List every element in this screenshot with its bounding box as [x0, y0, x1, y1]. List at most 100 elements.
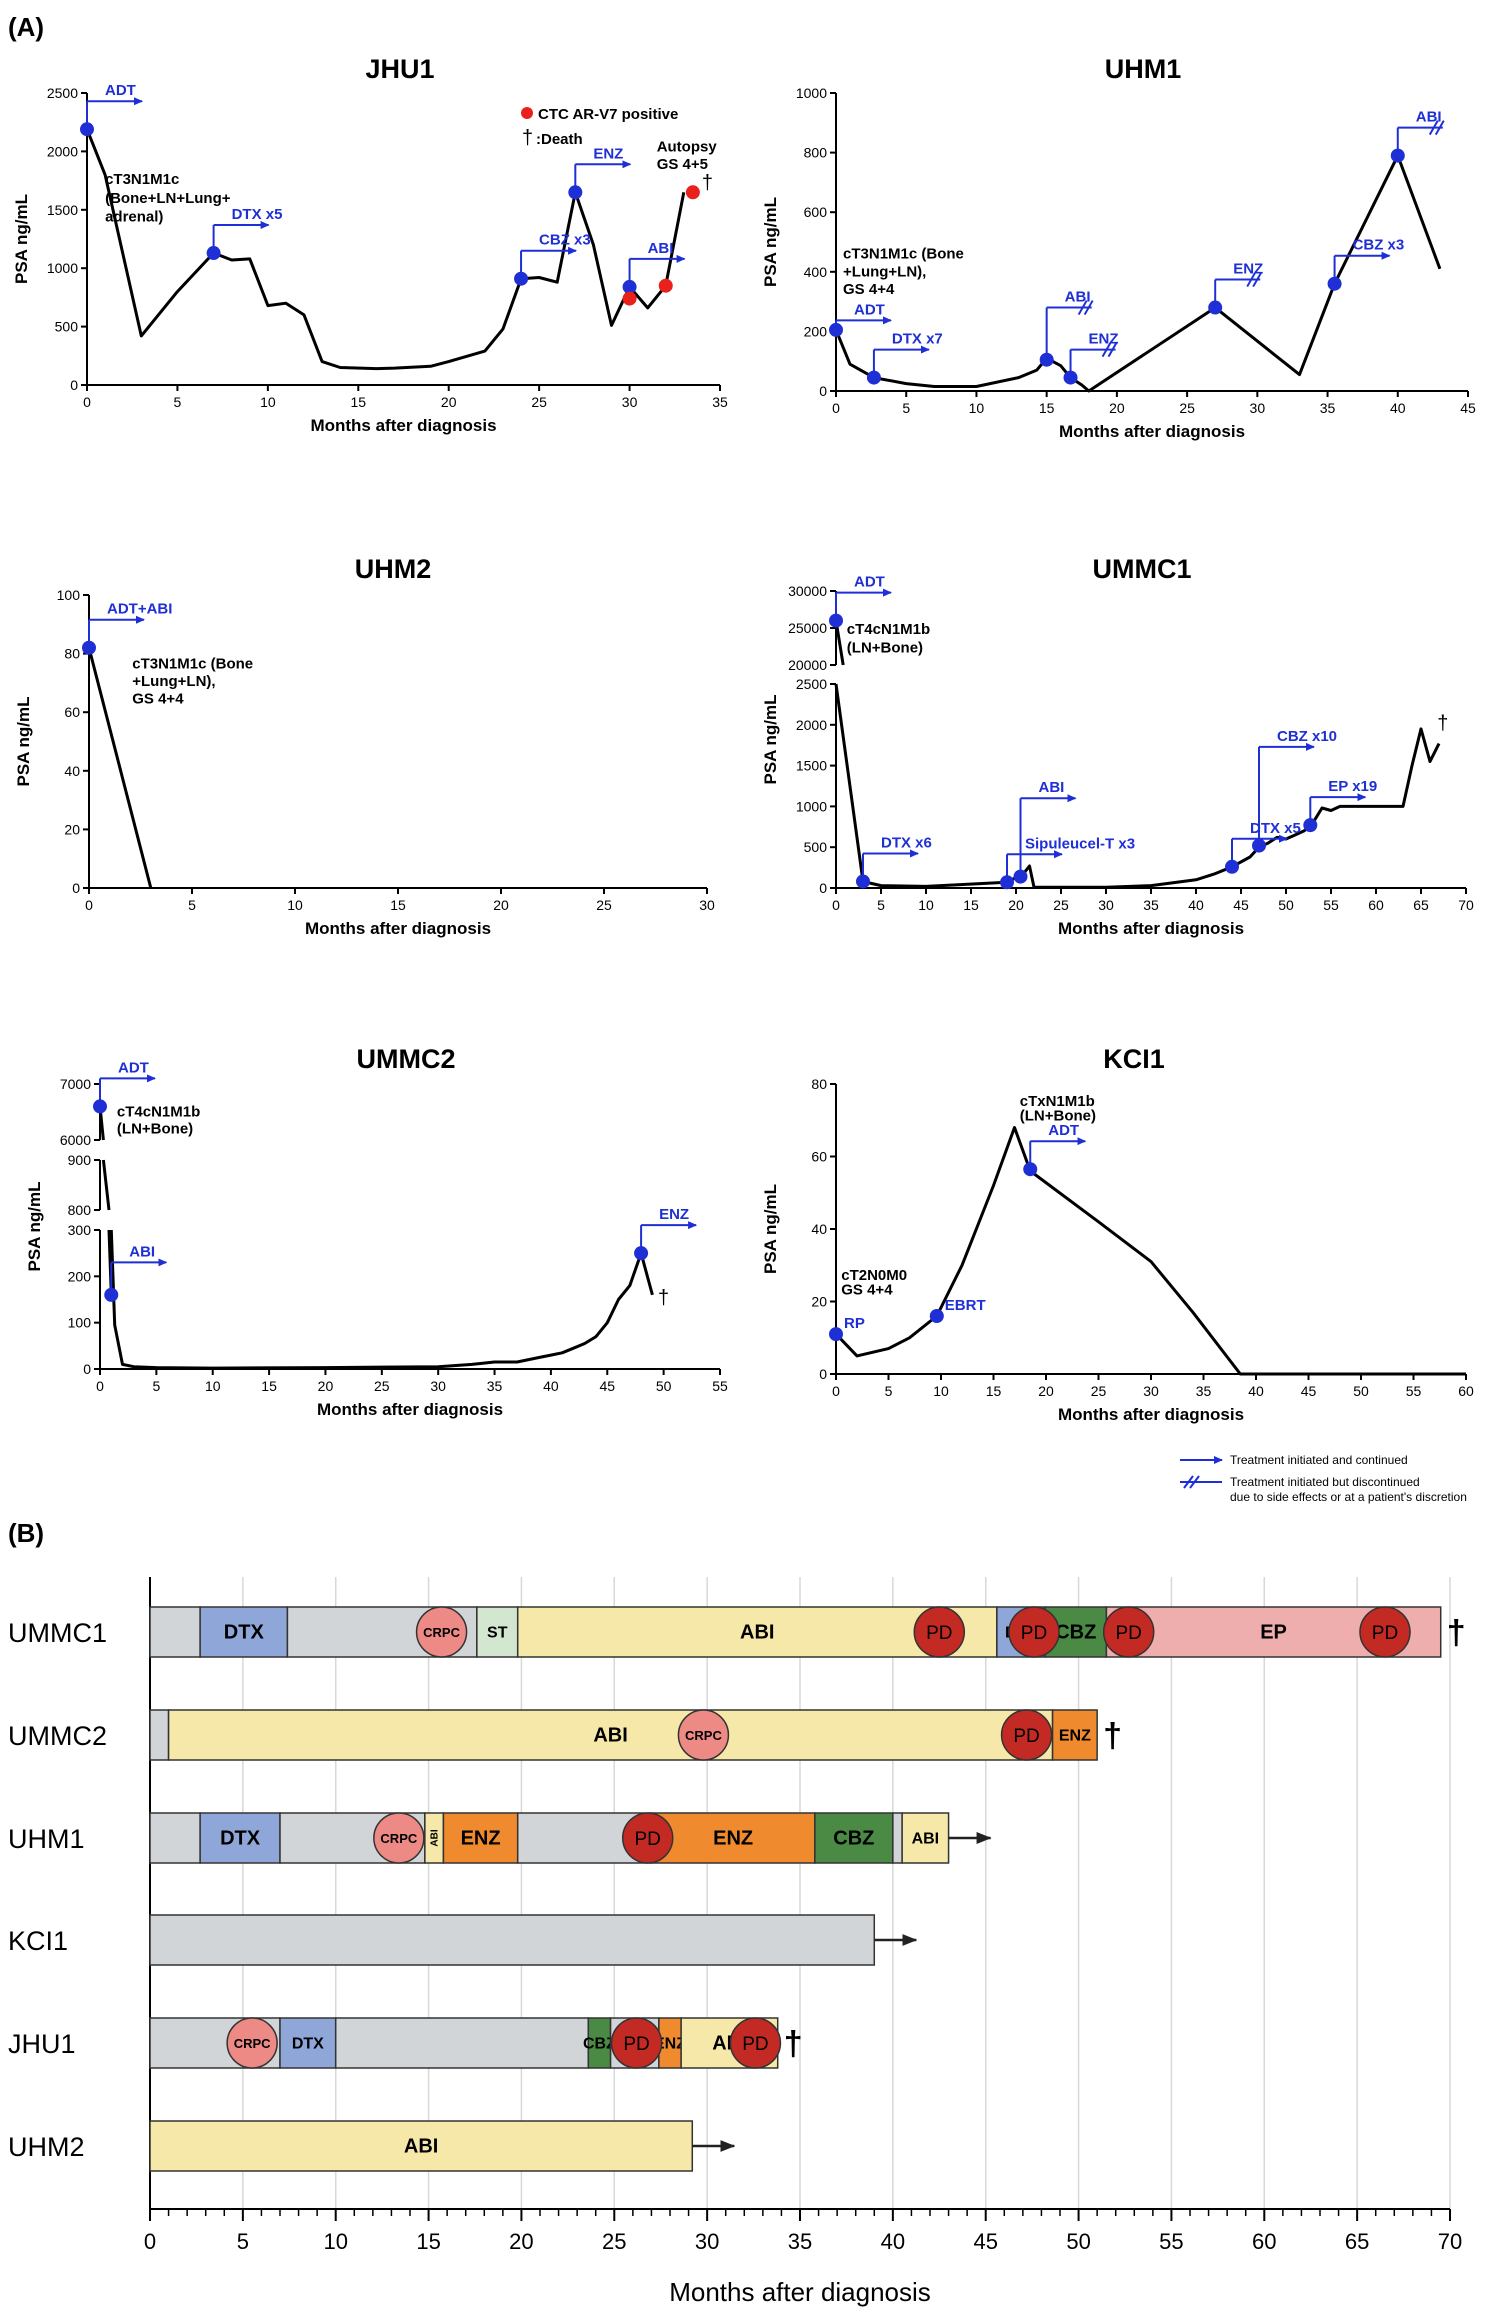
segment-label: ENZ: [713, 1828, 753, 1850]
x-tick-label: 15: [986, 1383, 1002, 1399]
annotation-text: +Lung+LN),: [843, 263, 926, 280]
ctc-legend-marker: [521, 107, 533, 119]
treatment-segment: [1051, 1709, 1098, 1761]
x-tick-label: 45: [1233, 897, 1249, 913]
x-tick-label: 10: [918, 897, 934, 913]
psa-marker: [1000, 875, 1014, 890]
psa-marker: [82, 640, 96, 655]
annotation-text: (LN+Bone): [847, 639, 923, 656]
patient-label: UMMC2: [8, 1721, 107, 1751]
y-tick-label: 400: [804, 264, 828, 280]
panel-a-label: (A): [8, 12, 44, 42]
crpc-label: CRPC: [380, 1831, 417, 1846]
treatment-segment: [149, 2120, 694, 2172]
death-dagger-icon: †: [1437, 713, 1448, 735]
x-tick-label: 5: [237, 2229, 249, 2254]
crpc-marker: [677, 1709, 730, 1761]
death-legend-label: :Death: [536, 131, 583, 148]
psa-marker: [568, 185, 583, 200]
x-tick-label: 15: [261, 1378, 277, 1394]
x-tick-label: 30: [1098, 897, 1114, 913]
x-tick-label: 5: [877, 897, 885, 913]
treatment-label: DTX x6: [881, 834, 932, 851]
x-tick-label: 10: [933, 1383, 949, 1399]
psa-marker: [514, 271, 529, 286]
discontinued-label-2: due to side effects or at a patient's di…: [1230, 1490, 1467, 1504]
crpc-marker: [373, 1812, 425, 1864]
chart-title: UHM1: [1105, 54, 1182, 84]
pd-marker: [913, 1606, 966, 1658]
y-tick-label: 7000: [60, 1076, 91, 1092]
discontinued-slash-icon: [1189, 1475, 1200, 1489]
y-tick-label: 200: [804, 323, 828, 339]
y-tick-label: 60: [811, 1149, 827, 1165]
segment-label: DTX: [292, 2035, 324, 2052]
psa-marker: [1303, 818, 1318, 833]
y-tick-label: 900: [68, 1152, 92, 1168]
chart-ummc2: UMMC2 6000 7000 800 900 0 100 200 300 0 5 10 15 20 25 3…: [25, 1044, 728, 1419]
y-tick-label: 0: [72, 880, 80, 896]
psa-marker: [206, 246, 221, 261]
treatment-label: RP: [844, 1315, 865, 1332]
treatment-label: ADT: [854, 301, 885, 318]
x-tick-label: 40: [1188, 897, 1204, 913]
crpc-label: CRPC: [423, 1625, 460, 1640]
x-tick-label: 10: [260, 394, 276, 410]
patient-label: JHU1: [8, 2029, 76, 2059]
psa-marker: [829, 613, 843, 628]
treatment-segment: [476, 1606, 519, 1658]
x-tick-label: 20: [1038, 1383, 1054, 1399]
x-tick-label: 30: [1143, 1383, 1159, 1399]
x-tick-label: 50: [1066, 2229, 1090, 2254]
x-tick-label: 20: [1109, 400, 1125, 416]
treatment-label: CBZ x3: [1353, 237, 1405, 254]
y-tick-label: 1500: [796, 758, 827, 774]
y-tick-label: 100: [57, 587, 81, 603]
y-tick-label: 200: [68, 1268, 92, 1284]
discontinued-slash-icon: [1428, 120, 1439, 136]
treatment-label: ABI: [648, 240, 674, 257]
x-tick-label: 0: [96, 1378, 104, 1394]
annotation-text: GS 4+4: [841, 1281, 893, 1298]
x-axis-label: Months after diagnosis: [669, 2277, 931, 2307]
y-tick-label: 1000: [796, 85, 827, 101]
x-tick-label: 35: [1143, 897, 1159, 913]
y-tick-label: 2000: [47, 143, 78, 159]
ctc-positive-marker: [622, 291, 637, 306]
pd-label: PD: [1013, 1726, 1039, 1747]
psa-series-line: [85, 128, 686, 371]
x-tick-label: 35: [1320, 400, 1336, 416]
x-tick-label: 0: [832, 1383, 840, 1399]
psa-marker: [929, 1309, 944, 1323]
annotation-text: GS 4+4: [843, 281, 895, 298]
death-dagger-icon: †: [784, 2025, 803, 2063]
ctc-positive-marker: [658, 278, 673, 293]
x-tick-label: 30: [695, 2229, 719, 2254]
x-axis-label: Months after diagnosis: [310, 416, 496, 435]
x-axis-label: Months after diagnosis: [1059, 422, 1245, 441]
y-tick-label: 800: [804, 145, 828, 161]
x-tick-label: 30: [622, 394, 638, 410]
death-dagger-icon: †: [702, 172, 713, 194]
x-tick-label: 25: [1053, 897, 1069, 913]
annotation-text: GS 4+5: [657, 156, 708, 173]
y-tick-label: 6000: [60, 1132, 91, 1148]
pd-marker: [1359, 1606, 1411, 1658]
panel-b-label: (B): [8, 1518, 44, 1548]
treatment-segment: [892, 1812, 903, 1864]
pd-marker: [621, 1812, 674, 1864]
psa-series-line: [834, 154, 1442, 393]
psa-marker: [622, 279, 637, 294]
x-tick-label: 0: [83, 394, 91, 410]
psa-marker: [1225, 859, 1239, 874]
treatment-label: ABI: [129, 1243, 155, 1260]
pd-label: PD: [1372, 1623, 1398, 1644]
x-tick-label: 25: [1091, 1383, 1107, 1399]
psa-series-line: [101, 1159, 111, 1211]
y-tick-label: 0: [819, 1366, 827, 1382]
x-tick-label: 0: [832, 897, 840, 913]
y-tick-label: 20: [811, 1294, 827, 1310]
x-tick-label: 25: [531, 394, 547, 410]
discontinued-label-1: Treatment initiated but discontinued: [1230, 1475, 1420, 1489]
